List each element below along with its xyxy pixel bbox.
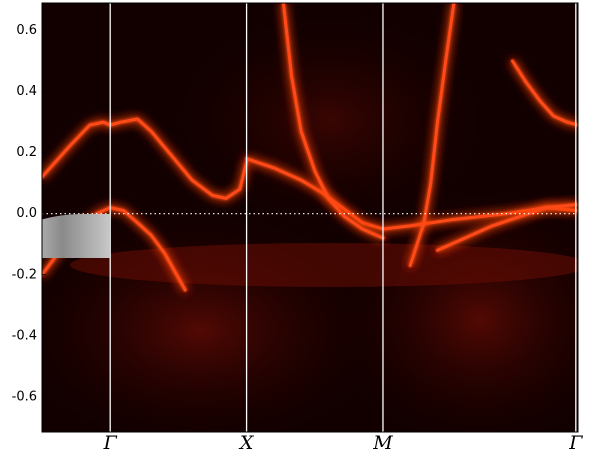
band-line bbox=[436, 203, 578, 252]
y-tick-label: -0.2 bbox=[12, 267, 37, 282]
band-line bbox=[511, 59, 578, 127]
y-tick-label: -0.6 bbox=[12, 389, 37, 404]
tick-labels: 0.6 0.4 0.2 0.0 -0.2 -0.4 -0.6 Γ X M Γ bbox=[12, 23, 584, 454]
y-tick-label: -0.4 bbox=[12, 328, 37, 343]
arpes-inset bbox=[42, 214, 110, 258]
y-tick-label: 0.0 bbox=[16, 206, 37, 221]
y-tick-label: 0.2 bbox=[16, 145, 37, 160]
bands bbox=[42, 3, 578, 292]
band-line bbox=[281, 3, 385, 240]
x-tick-label: M bbox=[372, 432, 393, 454]
band-line bbox=[245, 157, 578, 231]
band-line bbox=[408, 3, 456, 268]
x-tick-label: Γ bbox=[568, 432, 583, 454]
grid bbox=[42, 3, 578, 432]
haze bbox=[170, 10, 490, 230]
x-tick-label: Γ bbox=[103, 432, 118, 454]
haze bbox=[70, 243, 578, 287]
band-line bbox=[42, 117, 249, 200]
plot-area bbox=[42, 3, 578, 432]
y-tick-label: 0.6 bbox=[16, 23, 37, 38]
plot-frame bbox=[41, 2, 579, 433]
y-tick-label: 0.4 bbox=[16, 84, 37, 99]
x-tick-label: X bbox=[238, 432, 255, 454]
